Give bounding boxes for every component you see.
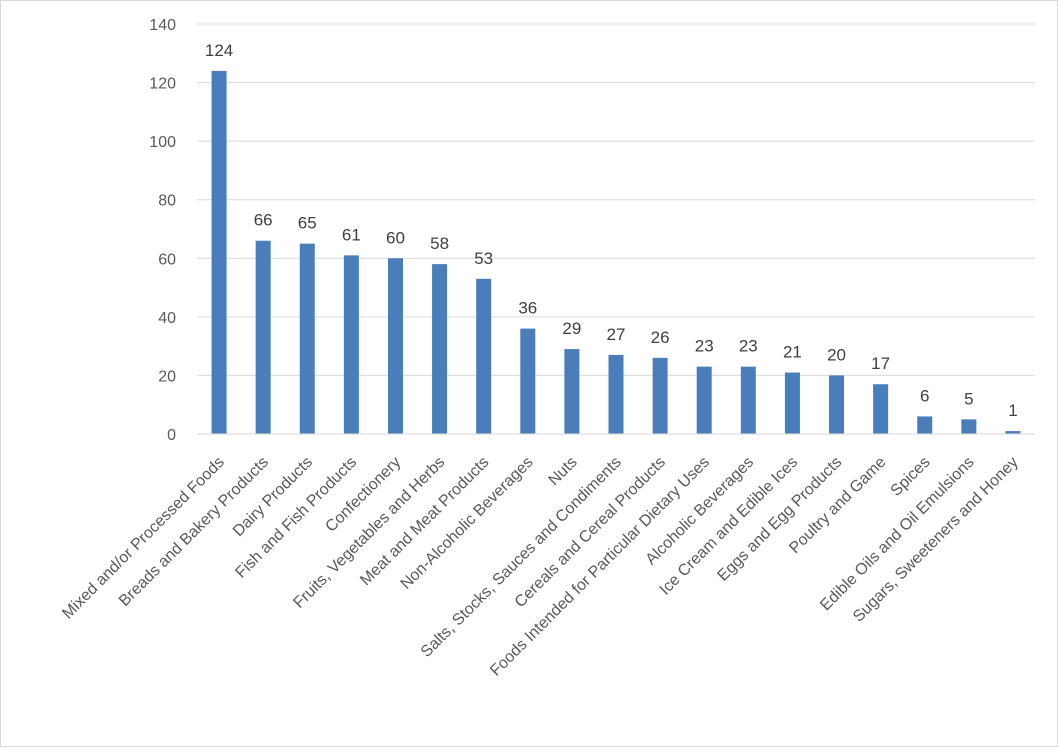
data-label: 66 [254, 211, 273, 230]
data-label: 53 [474, 249, 493, 268]
y-tick-label: 140 [149, 17, 176, 34]
data-label: 124 [205, 41, 233, 60]
y-tick-label: 120 [149, 76, 176, 93]
bar [873, 384, 889, 434]
y-tick-label: 0 [167, 427, 176, 444]
data-label: 23 [695, 337, 714, 356]
data-label: 5 [964, 389, 973, 408]
y-tick-label: 80 [158, 193, 176, 210]
y-tick-label: 40 [158, 310, 176, 327]
y-axis-ticks: 0 20 40 60 80 100 120 140 [149, 17, 176, 444]
category-label: Mixed and/or Processed Foods [59, 454, 228, 623]
data-label: 29 [562, 319, 581, 338]
category-label: Nuts [545, 454, 580, 489]
data-label: 27 [607, 325, 626, 344]
bar [255, 240, 271, 434]
data-label: 17 [871, 354, 890, 373]
y-tick-label: 100 [149, 134, 176, 151]
bar [520, 328, 536, 434]
bar [211, 70, 227, 434]
bar [961, 419, 977, 434]
category-label: Dairy Products [230, 454, 316, 540]
data-label: 60 [386, 228, 405, 247]
bar [829, 375, 845, 434]
data-label: 26 [651, 328, 670, 347]
y-tick-label: 60 [158, 251, 176, 268]
data-label: 65 [298, 214, 317, 233]
bar [784, 372, 800, 434]
bars [211, 70, 1021, 434]
category-label: Sugars, Sweeteners and Honey [850, 454, 1022, 626]
bar [343, 255, 359, 434]
data-label: 58 [430, 234, 449, 253]
bar [696, 366, 712, 434]
data-label: 20 [827, 345, 846, 364]
gridlines [197, 23, 1035, 376]
bar [652, 357, 668, 434]
data-label: 61 [342, 225, 361, 244]
bar [476, 278, 492, 434]
bar [432, 264, 448, 434]
data-label: 23 [739, 337, 758, 356]
data-label: 1 [1008, 401, 1017, 420]
bar [564, 349, 580, 434]
y-tick-label: 20 [158, 368, 176, 385]
bar [1005, 431, 1021, 434]
data-label: 36 [518, 299, 537, 318]
bar [608, 354, 624, 434]
bar [740, 366, 756, 434]
bar [917, 416, 933, 434]
data-label: 21 [783, 343, 802, 362]
data-label: 6 [920, 386, 929, 405]
bar [299, 243, 315, 434]
bar [387, 258, 403, 434]
